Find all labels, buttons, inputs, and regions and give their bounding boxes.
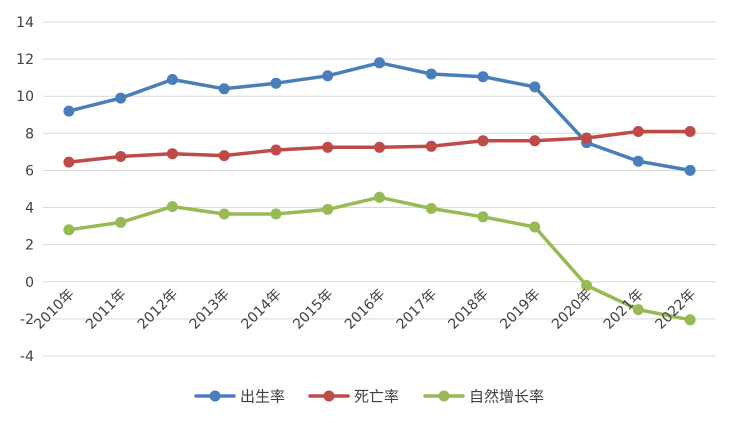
y-tick-label: 4 bbox=[25, 201, 34, 217]
data-point bbox=[63, 156, 75, 168]
legend-label: 自然增长率 bbox=[469, 388, 544, 406]
data-point bbox=[270, 77, 282, 89]
data-point bbox=[632, 155, 644, 167]
legend: 出生率 死亡率 自然增长率 bbox=[194, 388, 544, 406]
x-tick-label: 2022年 bbox=[653, 286, 699, 332]
y-tick-label: 8 bbox=[25, 126, 34, 142]
data-point bbox=[425, 68, 437, 80]
data-point bbox=[684, 314, 696, 326]
data-point bbox=[322, 70, 334, 82]
x-axis-tick-labels: 2010年 2011年 2012年 2013年 2014年 2015年 2016年 2017年… bbox=[31, 286, 699, 332]
legend-label: 死亡率 bbox=[354, 388, 399, 406]
data-point bbox=[374, 141, 385, 153]
data-point bbox=[425, 140, 437, 152]
data-point bbox=[166, 201, 178, 213]
data-point bbox=[684, 126, 696, 137]
data-point bbox=[270, 208, 282, 220]
data-point bbox=[166, 148, 178, 160]
data-point bbox=[322, 141, 334, 153]
data-point bbox=[477, 71, 489, 83]
x-tick-label: 2013年 bbox=[187, 286, 233, 332]
data-point bbox=[115, 216, 127, 228]
data-point bbox=[684, 164, 696, 176]
series-3 bbox=[63, 191, 696, 326]
data-point bbox=[632, 126, 644, 137]
data-point bbox=[63, 105, 75, 117]
data-point bbox=[477, 211, 489, 223]
x-tick-label: 2012年 bbox=[135, 286, 181, 332]
data-point bbox=[63, 224, 75, 236]
data-point bbox=[322, 203, 334, 215]
legend-swatch-marker bbox=[323, 390, 335, 402]
x-tick-label: 2020年 bbox=[549, 286, 595, 332]
x-tick-label: 2010年 bbox=[31, 286, 77, 332]
data-point bbox=[374, 191, 385, 203]
legend-item: 死亡率 bbox=[308, 388, 399, 406]
x-tick-label: 2019年 bbox=[497, 286, 543, 332]
data-point bbox=[218, 208, 230, 220]
y-tick-label: 14 bbox=[16, 15, 34, 31]
y-tick-label: 10 bbox=[16, 89, 34, 105]
legend-swatch-marker bbox=[438, 390, 450, 402]
series-1 bbox=[63, 57, 696, 176]
y-tick-label: 0 bbox=[25, 275, 34, 291]
data-point bbox=[218, 150, 230, 162]
series-2 bbox=[63, 126, 696, 168]
x-tick-label: 2017年 bbox=[394, 286, 440, 332]
y-tick-label: -2 bbox=[20, 312, 34, 328]
data-point bbox=[115, 151, 127, 162]
legend-item: 自然增长率 bbox=[423, 388, 544, 406]
data-point bbox=[529, 81, 541, 93]
x-tick-label: 2016年 bbox=[342, 286, 388, 332]
legend-item: 出生率 bbox=[194, 388, 285, 406]
data-point bbox=[529, 221, 541, 233]
y-tick-label: 6 bbox=[25, 163, 34, 179]
y-axis-tick-labels: -4 -2 0 2 4 6 8 10 12 14 bbox=[16, 15, 34, 365]
data-point bbox=[477, 135, 489, 147]
data-point bbox=[374, 57, 385, 69]
data-point bbox=[632, 304, 644, 316]
x-tick-label: 2018年 bbox=[445, 286, 491, 332]
data-point bbox=[581, 280, 593, 291]
x-tick-label: 2011年 bbox=[83, 286, 129, 332]
y-tick-label: 2 bbox=[25, 238, 34, 254]
legend-swatch-marker bbox=[209, 390, 221, 402]
y-tick-label: 12 bbox=[16, 52, 34, 68]
x-tick-label: 2014年 bbox=[238, 286, 284, 332]
data-point bbox=[115, 92, 127, 104]
x-tick-label: 2015年 bbox=[290, 286, 336, 332]
series-layer bbox=[63, 57, 696, 326]
data-point bbox=[270, 144, 282, 156]
data-point bbox=[425, 203, 437, 214]
data-point bbox=[581, 132, 593, 144]
data-point bbox=[529, 135, 541, 147]
data-point bbox=[218, 83, 230, 95]
y-tick-label: -4 bbox=[20, 349, 34, 365]
data-point bbox=[166, 74, 178, 85]
legend-label: 出生率 bbox=[240, 388, 285, 406]
